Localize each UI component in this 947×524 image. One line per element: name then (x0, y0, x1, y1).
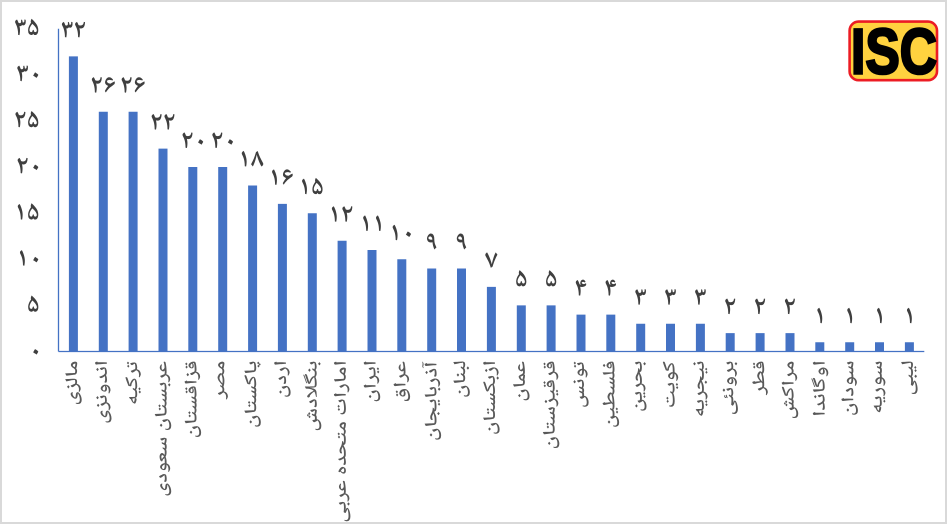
svg-text:ISC: ISC (851, 16, 937, 88)
